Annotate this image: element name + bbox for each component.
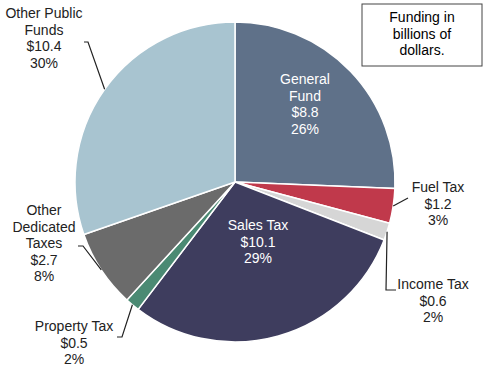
chart: GeneralFund$8.826% Fuel Tax$1.23% Income T… [0, 0, 487, 379]
annotation-line: Funding in [389, 9, 454, 25]
percentage-label: 3% [428, 212, 448, 228]
slice-label: Fuel Tax [412, 179, 465, 195]
value-label: $0.5 [60, 335, 87, 351]
percentage-label: 29% [244, 250, 272, 266]
slice-label-line: Other [26, 202, 61, 218]
annotation-line: billions of [393, 26, 451, 42]
slice-label-line: Fuel Tax [412, 179, 465, 195]
slice-label-line: Sales Tax [228, 217, 288, 233]
slice-label: Income Tax [397, 276, 468, 292]
percentage-label: 30% [30, 55, 58, 71]
slice-label-line: Fund [289, 88, 321, 104]
annotation: Funding inbillions ofdollars. [389, 9, 454, 58]
slice-label-line: Funds [25, 22, 64, 38]
leader-line [78, 246, 101, 270]
slice-label-line: Property Tax [35, 318, 113, 334]
slice-label: GeneralFund [280, 71, 330, 104]
leader-line [117, 305, 132, 337]
slices [75, 22, 395, 342]
value-label: $2.7 [30, 252, 57, 268]
annotation-box [362, 4, 482, 66]
value-label: $0.6 [419, 293, 446, 309]
value-label: $10.4 [26, 38, 61, 54]
value-label: $10.1 [240, 234, 275, 250]
leader-line [393, 198, 408, 206]
slice-label-line: Other Public [5, 5, 82, 21]
value-label: $8.8 [291, 104, 318, 120]
slice-label: OtherDedicatedTaxes [12, 202, 75, 251]
value-label: $1.2 [424, 196, 451, 212]
slice-label: Other PublicFunds [5, 5, 82, 38]
pie-slice [75, 22, 235, 234]
annotation-line: dollars. [399, 42, 444, 58]
slice-label: Property Tax [35, 318, 113, 334]
slice-label-line: General [280, 71, 330, 87]
slice-label-line: Income Tax [397, 276, 468, 292]
slice-label-line: Dedicated [12, 219, 75, 235]
percentage-label: 2% [64, 351, 84, 367]
percentage-label: 26% [291, 121, 319, 137]
slice-label-line: Taxes [26, 235, 63, 251]
leader-line [386, 232, 396, 290]
percentage-label: 8% [34, 268, 54, 284]
leader-line [84, 42, 105, 89]
percentage-label: 2% [423, 309, 443, 325]
slice-label: Sales Tax [228, 217, 288, 233]
